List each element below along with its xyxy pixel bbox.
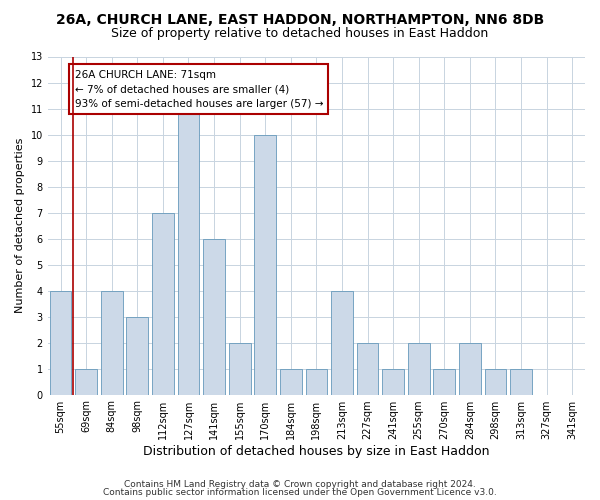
- Bar: [254, 134, 276, 394]
- Text: Contains HM Land Registry data © Crown copyright and database right 2024.: Contains HM Land Registry data © Crown c…: [124, 480, 476, 489]
- Bar: [510, 368, 532, 394]
- Bar: [485, 368, 506, 394]
- Bar: [50, 290, 71, 395]
- Bar: [203, 238, 225, 394]
- Text: 26A CHURCH LANE: 71sqm
← 7% of detached houses are smaller (4)
93% of semi-detac: 26A CHURCH LANE: 71sqm ← 7% of detached …: [74, 70, 323, 109]
- Bar: [408, 342, 430, 394]
- Bar: [382, 368, 404, 394]
- Text: 26A, CHURCH LANE, EAST HADDON, NORTHAMPTON, NN6 8DB: 26A, CHURCH LANE, EAST HADDON, NORTHAMPT…: [56, 12, 544, 26]
- Text: Size of property relative to detached houses in East Haddon: Size of property relative to detached ho…: [112, 28, 488, 40]
- Bar: [305, 368, 327, 394]
- Bar: [229, 342, 251, 394]
- Bar: [127, 316, 148, 394]
- Y-axis label: Number of detached properties: Number of detached properties: [15, 138, 25, 313]
- Bar: [178, 108, 199, 395]
- Bar: [101, 290, 122, 395]
- Bar: [75, 368, 97, 394]
- Bar: [356, 342, 379, 394]
- Bar: [331, 290, 353, 395]
- Bar: [433, 368, 455, 394]
- Text: Contains public sector information licensed under the Open Government Licence v3: Contains public sector information licen…: [103, 488, 497, 497]
- Bar: [459, 342, 481, 394]
- Bar: [280, 368, 302, 394]
- Bar: [152, 212, 174, 394]
- X-axis label: Distribution of detached houses by size in East Haddon: Distribution of detached houses by size …: [143, 444, 490, 458]
